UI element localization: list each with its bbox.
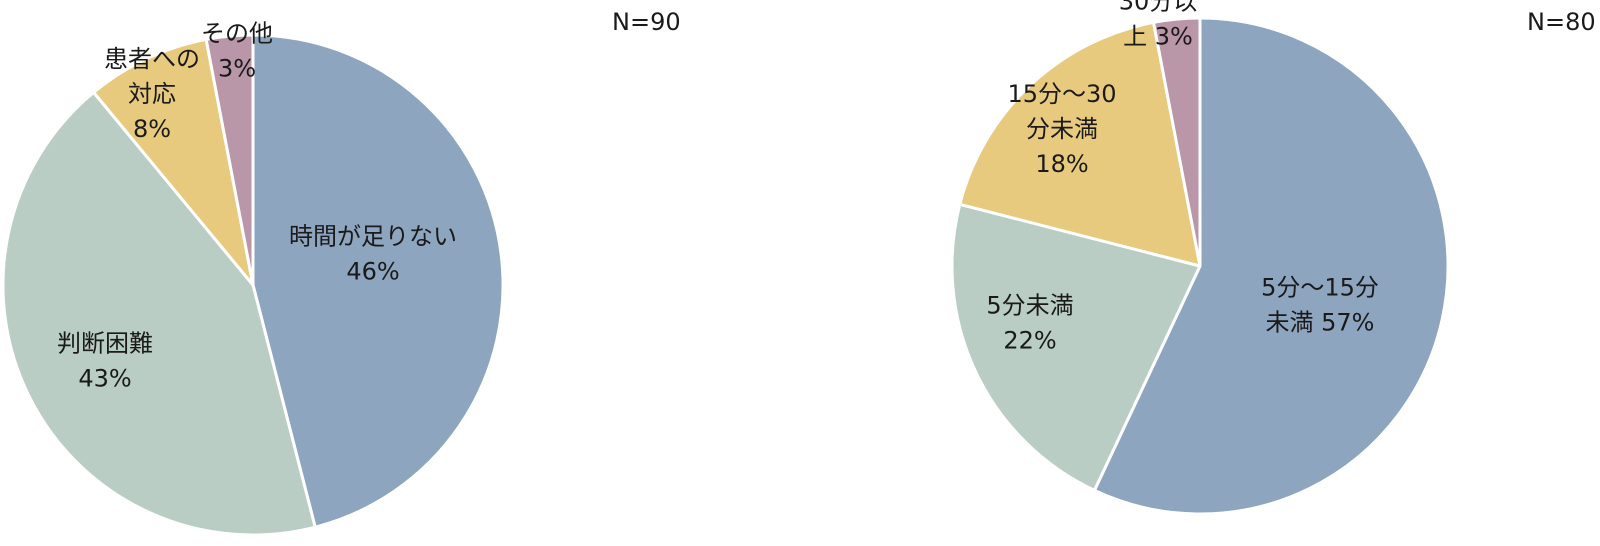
pie-slice [958,20,1202,268]
slice-label: 患者への対応 8% [104,45,200,143]
slice-label: 時間が足りない 46% [289,223,457,286]
slice-label-line: 分未満 [1026,115,1098,143]
slice-label-line: 5分～15分 [1261,274,1379,302]
slice-label-line: 15分～30 [1007,80,1116,108]
slice-label-line: 22% [1003,327,1056,355]
sample-size-label: N=90 [612,8,681,36]
slice-label-line: その他 [201,20,273,48]
slice-label-line: 3% [218,55,256,83]
slice-label-line: 5分未満 [986,292,1073,320]
slice-label-line: 46% [346,258,399,286]
pie-slice [92,37,255,287]
pie-slice [1,90,317,537]
pie-slice [204,33,255,287]
pie-slice [251,33,505,529]
slice-label-line: 上 3% [1123,23,1193,51]
slice-label-line: 18% [1035,150,1088,178]
pie-chart-duration: 5分～15分未満 57% 5分未満 22% 15分～30 分未満 18% 30分以上 3% [950,0,1450,516]
slice-label-line: 対応 [128,80,176,108]
slice-label-line: 時間が足りない [289,223,457,251]
pie-slice [1152,16,1202,268]
pie-slice [950,202,1202,492]
slice-label-line: 43% [78,365,131,393]
pie-chart-reasons: 時間が足りない 46% 判断困難 43% 患者への対応 8% その他 3% [1,20,505,537]
slice-label: 5分未満 22% [986,292,1073,355]
slice-label-line: 30分以 [1119,0,1198,16]
sample-size-label: N=80 [1527,8,1596,36]
slice-label: 15分～30 分未満 18% [1007,80,1116,178]
slice-label-line: 未満 57% [1266,309,1375,337]
pie-slice [1092,16,1450,516]
slice-label: 判断困難 43% [57,330,153,393]
slice-label-line: 判断困難 [57,330,153,358]
slice-label-line: 8% [133,115,171,143]
slice-label: 5分～15分未満 57% [1261,274,1379,337]
slice-label-line: 患者への [104,45,200,73]
slice-label: 30分以上 3% [1119,0,1198,51]
slice-label: その他 3% [201,20,273,83]
